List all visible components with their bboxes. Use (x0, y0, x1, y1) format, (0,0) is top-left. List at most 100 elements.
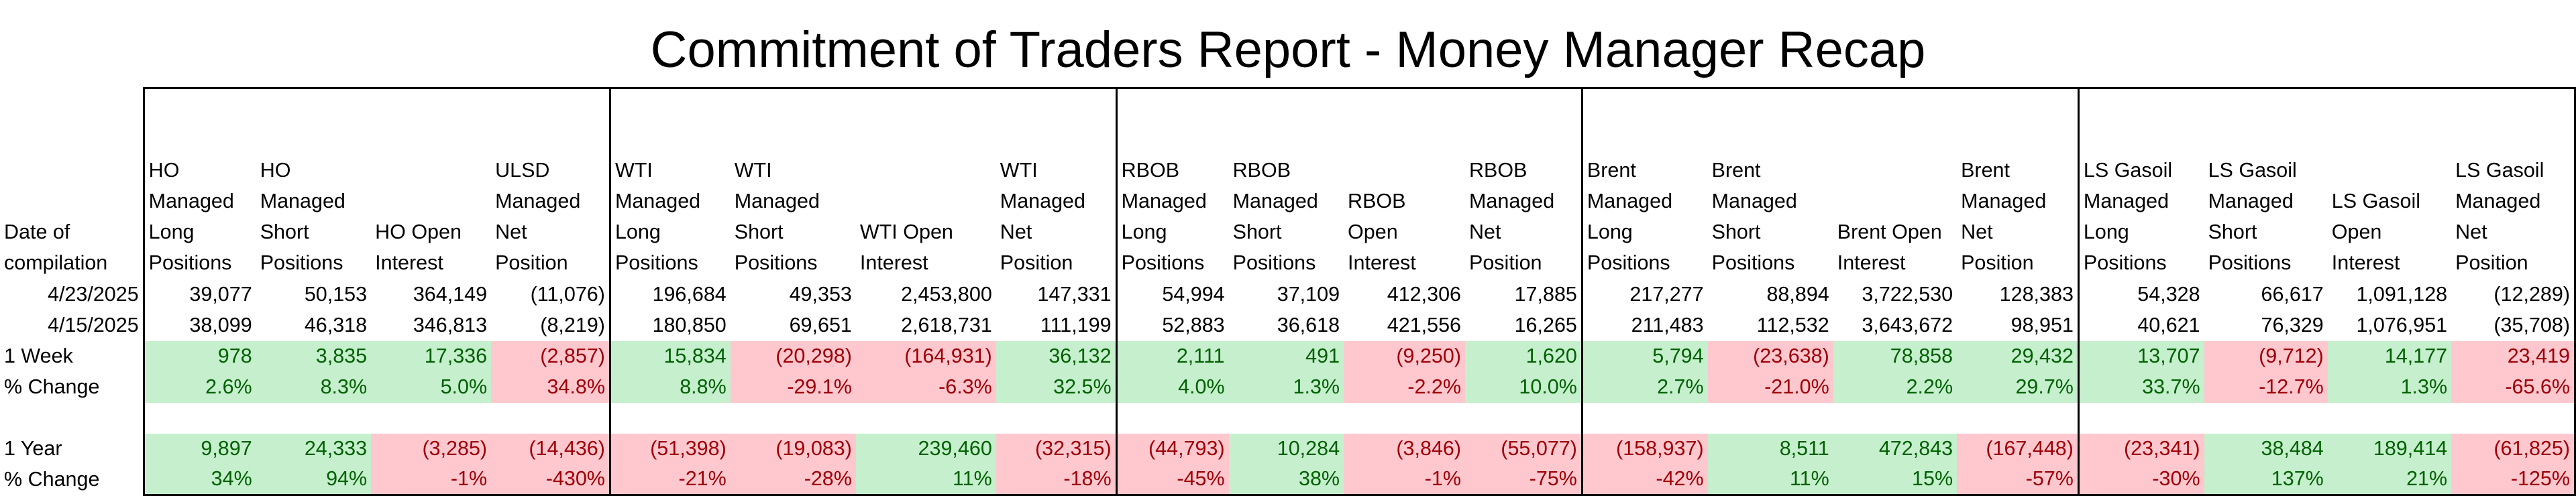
table-cell: 88,894 (1766, 283, 1829, 306)
column-header-line: Net (2455, 220, 2487, 243)
percent-cell: -30% (2077, 464, 2204, 496)
change-cell: 8,511 (1707, 433, 1833, 464)
change-cell: (9,712) (2204, 340, 2328, 372)
column-header-line: RBOB Open (1348, 189, 1406, 243)
table-cell: 211,483 (1580, 310, 1708, 341)
table-cell: 46,318 (304, 314, 368, 336)
percent-cell: -430% (491, 464, 610, 496)
column-header-line: RBOB (1232, 158, 1291, 182)
spacer-cell (2451, 402, 2576, 434)
percent-cell: -29.1% (730, 371, 856, 403)
column-header-line: Managed (148, 189, 234, 212)
spacer-cell (1465, 403, 1582, 434)
table-cell: 147,331 (1037, 283, 1112, 306)
percent-cell: -57% (1957, 464, 2079, 496)
change-cell: 978 (142, 340, 256, 372)
table-cell: 50,153 (304, 283, 368, 306)
table-cell: (11,076) (530, 283, 605, 306)
table-row: 4/23/2025 39,077 50,153 364,149 (11,076) 196,… (0, 279, 2576, 310)
year-percent-label: % Change (4, 468, 100, 491)
column-header-line: Positions (2208, 251, 2292, 274)
column-header-line: Managed (614, 189, 701, 212)
table-cell: 54,328 (2077, 279, 2204, 310)
column-header: WTI Managed Net Position (996, 87, 1117, 280)
column-header-line: Managed (2455, 189, 2541, 212)
column-header-line: Positions (260, 251, 343, 274)
column-header-line: Positions (2083, 251, 2167, 274)
percent-cell: -2.2% (1344, 371, 1465, 403)
table-cell: 421,556 (1387, 314, 1461, 336)
percent-cell: 1.3% (1228, 371, 1344, 403)
change-cell: 9,897 (142, 433, 256, 464)
spacer-cell (2328, 403, 2451, 434)
table-cell: 1,091,128 (2356, 283, 2448, 306)
change-cell: (20,298) (730, 340, 856, 372)
column-header-line: Long (614, 220, 661, 243)
change-cell: 23,419 (2451, 340, 2576, 372)
change-cell: 189,414 (2327, 433, 2452, 464)
column-header-line: WTI (734, 158, 772, 182)
table-cell: (8,219) (540, 314, 605, 336)
year-percent-row: % Change 34% 94% -1% -430% -21% -28% 11% -18% -45… (0, 464, 2576, 496)
column-header: ULSD Managed Net Position (491, 87, 610, 280)
year-change-row: 1 Year 9,897 24,333 (3,285) (14,436) (51,398)… (0, 433, 2576, 464)
percent-cell: 10.0% (1465, 371, 1582, 403)
change-cell: 1,620 (1465, 340, 1582, 372)
table-cell: 49,353 (789, 283, 852, 306)
percent-cell: 8.3% (256, 371, 372, 403)
column-header: RBOB Managed Net Position (1465, 87, 1582, 280)
column-header-line: Net (1000, 220, 1032, 243)
column-header-line: Interest (859, 251, 928, 274)
spacer-cell (142, 402, 256, 434)
column-header-line: Long (1587, 220, 1633, 243)
table-cell: 196,684 (608, 279, 731, 310)
percent-cell: 34.8% (491, 371, 610, 403)
change-cell: (164,931) (855, 340, 996, 372)
column-header-line: Brent (1711, 158, 1761, 182)
spacer-cell (2077, 402, 2204, 434)
column-header-line: LS Gasoil (2208, 158, 2297, 182)
table-cell: 76,329 (2261, 314, 2324, 336)
column-header-line: HO Open (375, 220, 462, 243)
column-header: LS Gasoil Managed Long Positions (2077, 87, 2204, 280)
column-header: RBOB Managed Long Positions (1115, 87, 1229, 280)
table-cell: 98,951 (2010, 314, 2074, 336)
change-cell: (14,436) (491, 433, 610, 464)
column-header-line: LS Gasoil (2455, 158, 2544, 182)
table-cell: 412,306 (1387, 283, 1461, 306)
column-header-line: Position (495, 251, 568, 274)
spacer-cell (1344, 403, 1465, 434)
column-header-line: Managed (1232, 189, 1318, 212)
column-header-line: Managed (1961, 189, 2047, 212)
column-header-line: Position (2455, 251, 2528, 274)
column-header-line: Long (148, 220, 195, 243)
column-header: Brent Managed Short Positions (1707, 87, 1833, 280)
spacer-cell (371, 403, 491, 434)
column-header-line: WTI Open (859, 220, 953, 243)
column-header-line: Net (1469, 220, 1501, 243)
column-header-line: Position (1469, 251, 1542, 274)
spacer-row (0, 402, 2576, 434)
table-cell: 217,277 (1580, 279, 1708, 310)
spacer-cell (731, 403, 856, 434)
table-cell: 1,076,951 (2356, 314, 2448, 336)
percent-cell: -65.6% (2451, 371, 2576, 403)
column-header-line: Brent (1587, 158, 1636, 182)
column-header: Brent Managed Long Positions (1580, 87, 1708, 280)
week-change-label: 1 Week (4, 345, 73, 367)
table-cell: 54,994 (1115, 279, 1229, 310)
column-header-line: Managed (1711, 189, 1797, 212)
table-cell: 36,618 (1277, 314, 1340, 336)
column-header-line: Short (734, 220, 784, 243)
change-cell: (44,793) (1115, 433, 1229, 464)
week-change-row: 1 Week 978 3,835 17,336 (2,857) 15,834 (20,298… (0, 340, 2576, 372)
change-cell: 10,284 (1228, 433, 1344, 464)
report-title: Commitment of Traders Report - Money Man… (650, 21, 1926, 78)
table-cell: (12,289) (2451, 279, 2576, 310)
percent-cell: 2.6% (142, 371, 256, 403)
percent-cell: -28% (730, 464, 856, 496)
column-header-line: Brent Open (1837, 220, 1942, 243)
column-header-line: Interest (2331, 251, 2400, 274)
column-header: LS Gasoil Managed Short Positions (2204, 87, 2328, 280)
column-header-line: LS Gasoil (2331, 189, 2421, 212)
